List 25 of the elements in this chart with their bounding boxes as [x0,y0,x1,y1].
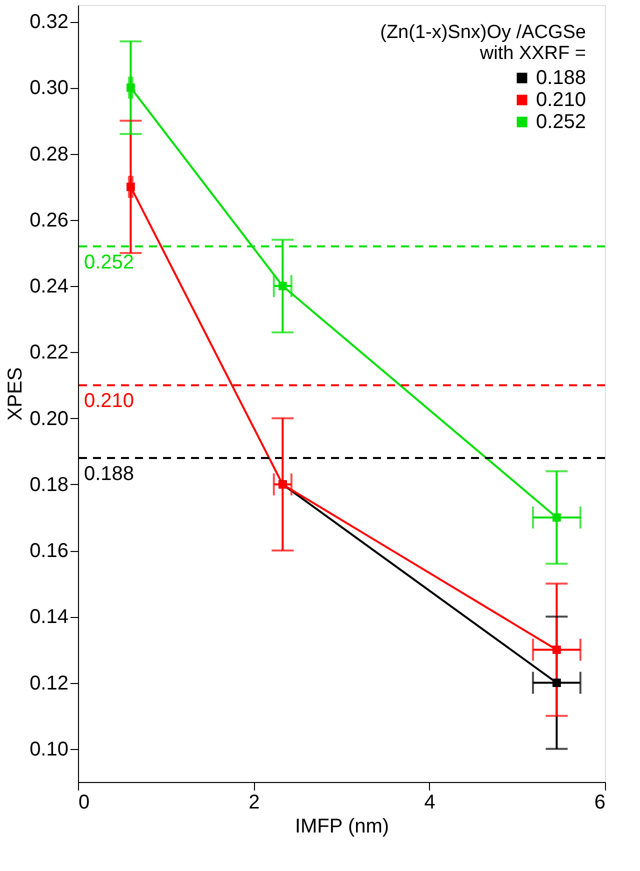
legend-label: 0.210 [536,89,586,111]
x-axis-title: IMFP (nm) [294,816,390,838]
y-tick-label: 0.32 [30,11,68,34]
legend-label: 0.188 [536,67,586,89]
y-tick-label: 0.22 [30,342,68,364]
x-tick-label: 6 [594,792,606,814]
y-tick-label: 0.28 [30,143,68,166]
legend-title: (Zn(1-x)Snx)Oy /ACGSe with XXRF = [380,22,586,64]
x-tick-label: 4 [424,792,436,814]
y-tick-label: 0.18 [30,474,68,496]
y-tick-label: 0.24 [30,276,68,298]
y-tick-label: 0.12 [30,672,68,694]
y-tick-label: 0.30 [30,77,68,100]
x-tick-label: 0 [78,792,90,814]
ref-line-label: 0.210 [84,390,134,412]
y-tick-label: 0.16 [30,540,68,562]
legend-label: 0.252 [536,111,586,133]
ref-line-label: 0.188 [84,462,134,485]
y-tick-label: 0.20 [30,408,68,430]
x-tick-label: 2 [248,792,260,814]
ref-line-label: 0.252 [84,251,134,274]
y-tick-label: 0.10 [30,738,68,760]
y-tick-label: 0.14 [30,606,68,628]
y-tick-label: 0.26 [30,209,68,232]
y-axis-title: XPES [4,367,27,421]
